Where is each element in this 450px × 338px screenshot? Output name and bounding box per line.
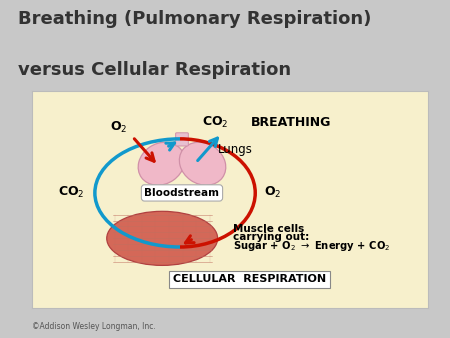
Ellipse shape [138,142,184,185]
Ellipse shape [107,211,218,265]
Text: CO$_2$: CO$_2$ [58,185,84,200]
Text: O$_2$: O$_2$ [110,119,127,135]
Text: Sugar + O$_2$ $\rightarrow$ Energy + CO$_2$: Sugar + O$_2$ $\rightarrow$ Energy + CO$… [234,239,391,253]
Text: BREATHING: BREATHING [251,116,332,129]
Text: versus Cellular Respiration: versus Cellular Respiration [18,61,291,79]
Text: Lungs: Lungs [218,143,252,156]
Ellipse shape [180,142,226,185]
Text: CO$_2$: CO$_2$ [202,115,229,130]
Text: Muscle cells: Muscle cells [234,224,305,234]
Text: CELLULAR  RESPIRATION: CELLULAR RESPIRATION [173,274,326,285]
Text: Breathing (Pulmonary Respiration): Breathing (Pulmonary Respiration) [18,10,371,28]
Text: ©Addison Wesley Longman, Inc.: ©Addison Wesley Longman, Inc. [32,322,155,331]
Text: O$_2$: O$_2$ [265,185,282,200]
FancyBboxPatch shape [176,133,188,146]
Text: carrying out:: carrying out: [234,232,310,242]
Text: Bloodstream: Bloodstream [144,188,220,198]
